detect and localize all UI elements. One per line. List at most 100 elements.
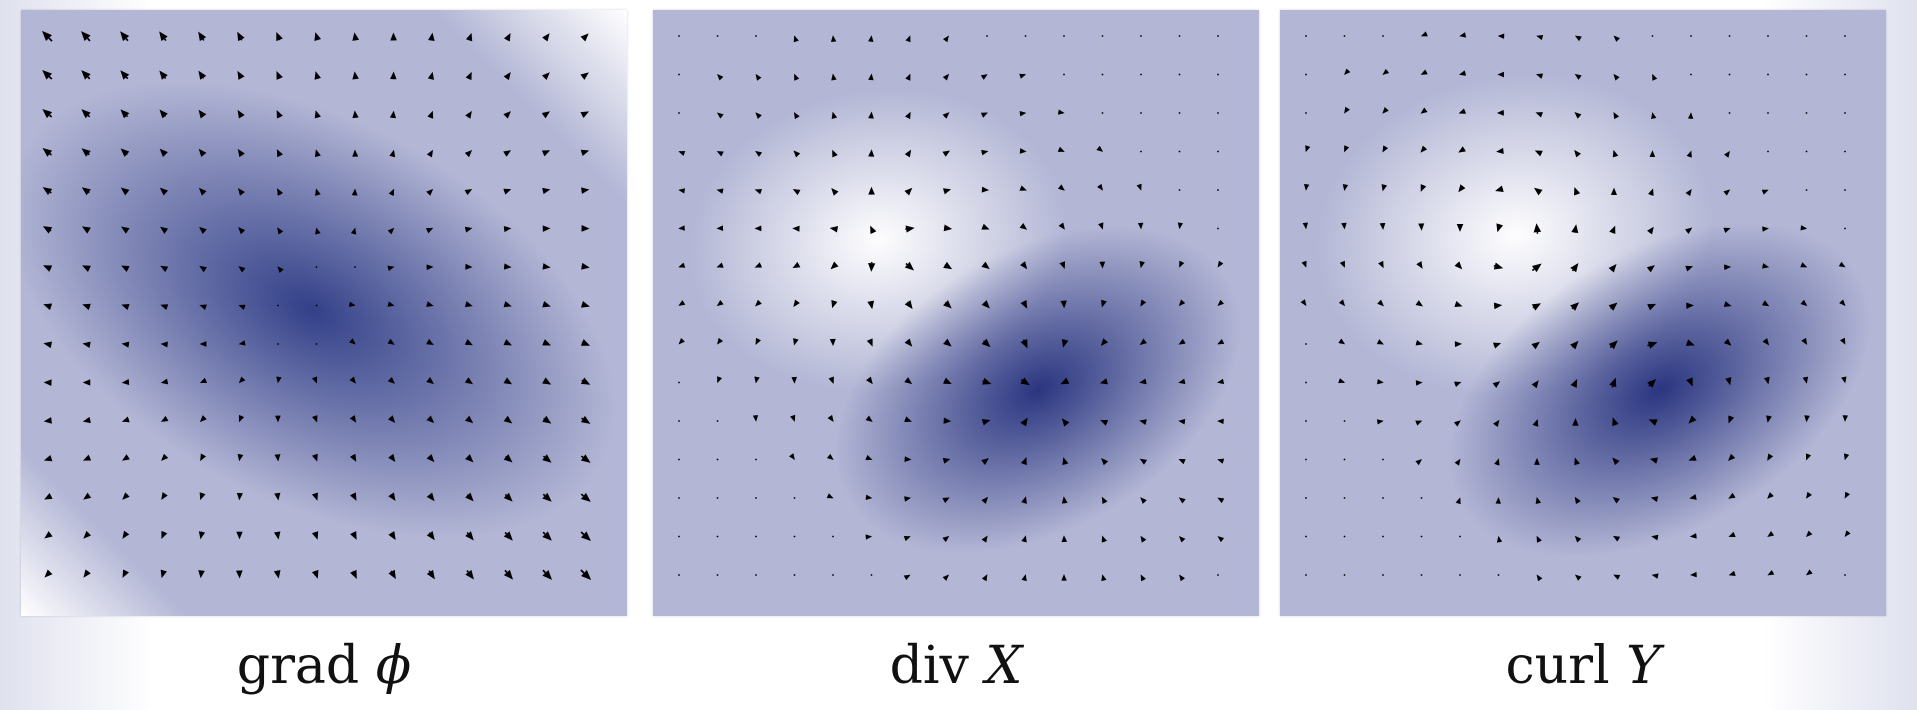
curl-arrow: [1303, 184, 1310, 191]
grad-arrow: [120, 187, 130, 196]
div-arrow: [678, 535, 680, 538]
curl-arrow: [1305, 381, 1307, 384]
div-arrow: [1178, 418, 1186, 425]
curl-arrow: [1612, 457, 1620, 466]
curl-y-panel: [1280, 10, 1886, 616]
div-arrow: [755, 35, 757, 37]
curl-arrow: [1341, 222, 1347, 230]
div-arrow: [831, 73, 837, 81]
grad-arrow: [387, 301, 395, 307]
div-arrow: [678, 225, 685, 231]
div-x-caption: div X: [653, 636, 1259, 696]
grad-arrow: [503, 263, 512, 270]
curl-arrow: [1416, 261, 1423, 269]
grad-arrow: [465, 110, 472, 119]
curl-arrow: [1534, 457, 1540, 465]
div-arrow: [943, 35, 949, 43]
div-arrow: [981, 535, 988, 543]
grad-arrow: [236, 531, 243, 540]
div-arrow: [792, 225, 800, 232]
curl-arrow: [1762, 263, 1770, 269]
grad-arrow: [465, 531, 474, 541]
grad-arrow: [352, 149, 359, 157]
grad-arrow: [542, 377, 552, 385]
curl-arrow: [1496, 109, 1504, 116]
grad-arrow: [503, 415, 513, 424]
curl-arrow: [1651, 573, 1659, 579]
div-arrow: [831, 187, 839, 196]
div-arrow: [981, 496, 989, 504]
curl-arrow: [1689, 494, 1697, 500]
curl-arrow: [1493, 262, 1504, 270]
grad-arrow: [314, 32, 322, 42]
div-arrow: [755, 497, 757, 499]
grad-arrow: [42, 148, 53, 157]
div-arrow: [754, 189, 763, 195]
div-arrow: [678, 338, 685, 345]
grad-arrow: [349, 453, 357, 462]
div-arrow: [1178, 378, 1186, 385]
curl-arrow: [1651, 534, 1659, 541]
curl-arrow: [1844, 530, 1851, 537]
div-arrow: [1099, 261, 1106, 269]
curl-arrow: [1496, 223, 1504, 233]
div-arrow: [827, 414, 834, 422]
div-x-panel: [653, 10, 1259, 616]
div-arrow: [981, 261, 990, 270]
div-arrow: [867, 300, 875, 310]
grad-arrow: [274, 492, 281, 501]
curl-arrow: [1420, 69, 1428, 75]
curl-arrow: [1687, 112, 1694, 119]
grad-arrow: [121, 265, 130, 272]
curl-arrow: [1454, 300, 1463, 307]
curl-arrow: [1492, 381, 1501, 388]
div-arrow: [981, 300, 990, 309]
curl-arrow: [1690, 571, 1697, 578]
grad-arrow: [503, 111, 511, 119]
curl-arrow: [1649, 150, 1656, 158]
grad-arrow: [389, 110, 396, 119]
curl-arrow: [1302, 222, 1309, 230]
grad-arrow: [314, 110, 321, 119]
curl-arrow: [1532, 418, 1539, 427]
grad-arrow: [580, 531, 591, 541]
curl-arrow: [1382, 107, 1389, 114]
grad-arrow: [542, 225, 551, 232]
div-arrow: [1140, 35, 1142, 37]
curl-arrow: [1574, 187, 1581, 196]
grad-arrow: [465, 32, 473, 42]
div-arrow: [1020, 417, 1028, 427]
curl-arrow: [1685, 227, 1693, 234]
curl-arrow: [1454, 341, 1463, 348]
div-arrow: [942, 457, 951, 464]
grad-arrow: [315, 188, 321, 196]
div-caption-symbol: X: [985, 636, 1023, 696]
curl-arrow: [1647, 303, 1657, 311]
grad-arrow: [503, 531, 513, 541]
curl-arrow: [1761, 300, 1770, 307]
curl-arrow: [1305, 458, 1307, 461]
curl-arrow: [1767, 35, 1769, 37]
curl-arrow: [1420, 107, 1428, 114]
curl-arrow: [1728, 415, 1735, 424]
curl-arrow: [1800, 262, 1808, 268]
curl-arrow: [1305, 112, 1307, 114]
div-arrow: [1140, 299, 1147, 307]
curl-arrow: [1800, 225, 1808, 231]
grad-arrow: [161, 530, 168, 540]
curl-arrow: [1376, 339, 1384, 345]
curl-arrow: [1574, 535, 1582, 543]
div-arrow: [793, 338, 799, 346]
curl-arrow: [1377, 299, 1384, 307]
grad-arrow: [426, 301, 434, 307]
grad-arrow: [465, 569, 474, 580]
div-arrow: [1177, 222, 1184, 230]
div-arrow: [678, 151, 686, 157]
div-arrow: [1100, 338, 1109, 346]
div-arrow: [678, 112, 680, 114]
curl-arrow: [1839, 299, 1846, 307]
grad-arrow: [198, 31, 207, 42]
grad-arrow: [542, 263, 551, 270]
grad-arrow: [542, 531, 552, 541]
curl-arrow: [1650, 496, 1659, 502]
